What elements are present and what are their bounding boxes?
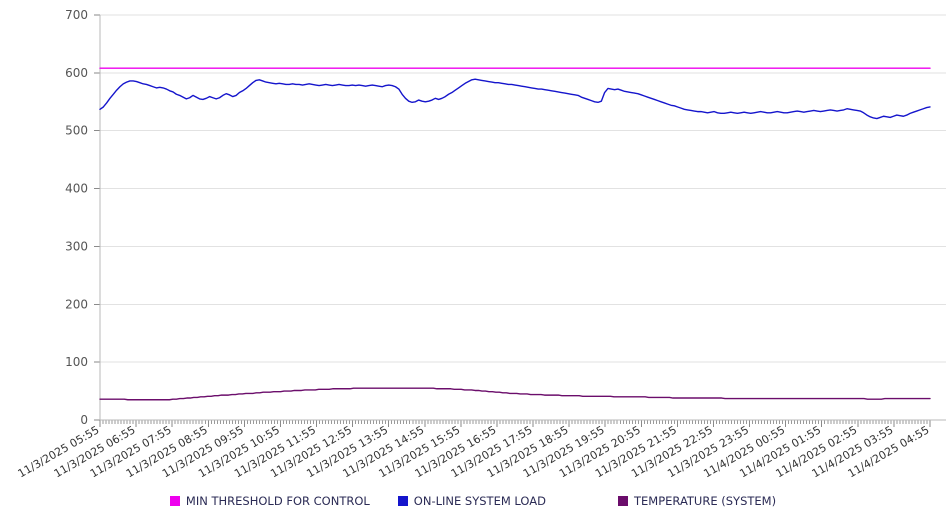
legend-item-label: ON-LINE SYSTEM LOAD: [413, 494, 546, 508]
legend-item[interactable]: ON-LINE SYSTEM LOAD: [397, 494, 546, 508]
y-axis-tick-labels: 0 100 200 300 400 500 600 700: [65, 8, 88, 427]
y-axis-tick-label: 100: [65, 355, 88, 369]
y-axis-tick-label: 500: [65, 124, 88, 138]
legend-item-label: MIN THRESHOLD FOR CONTROL: [185, 494, 370, 508]
legend-color-swatch: [397, 496, 408, 506]
legend-color-swatch: [169, 496, 180, 506]
y-axis-tick-label: 400: [65, 182, 88, 196]
y-axis-tick-label: 300: [65, 239, 88, 253]
data-series: [99, 67, 931, 401]
series-line: [99, 78, 931, 120]
series-line: [99, 387, 931, 401]
legend-color-swatch: [618, 496, 628, 506]
gridlines: [94, 14, 946, 421]
axis-lines: [99, 15, 946, 421]
x-axis-ticks: [99, 420, 931, 427]
legend-item[interactable]: MIN THRESHOLD FOR CONTROL: [169, 494, 370, 508]
y-axis-tick-label: 600: [65, 66, 88, 80]
legend-item-label: TEMPERATURE (SYSTEM): [634, 494, 777, 508]
chart-legend: MIN THRESHOLD FOR CONTROL ON-LINE SYSTEM …: [0, 494, 946, 508]
y-axis-tick-label: 0: [80, 413, 88, 427]
legend-item[interactable]: TEMPERATURE (SYSTEM): [618, 494, 776, 508]
y-axis-tick-label: 700: [65, 8, 88, 22]
y-axis-tick-label: 200: [65, 297, 88, 311]
